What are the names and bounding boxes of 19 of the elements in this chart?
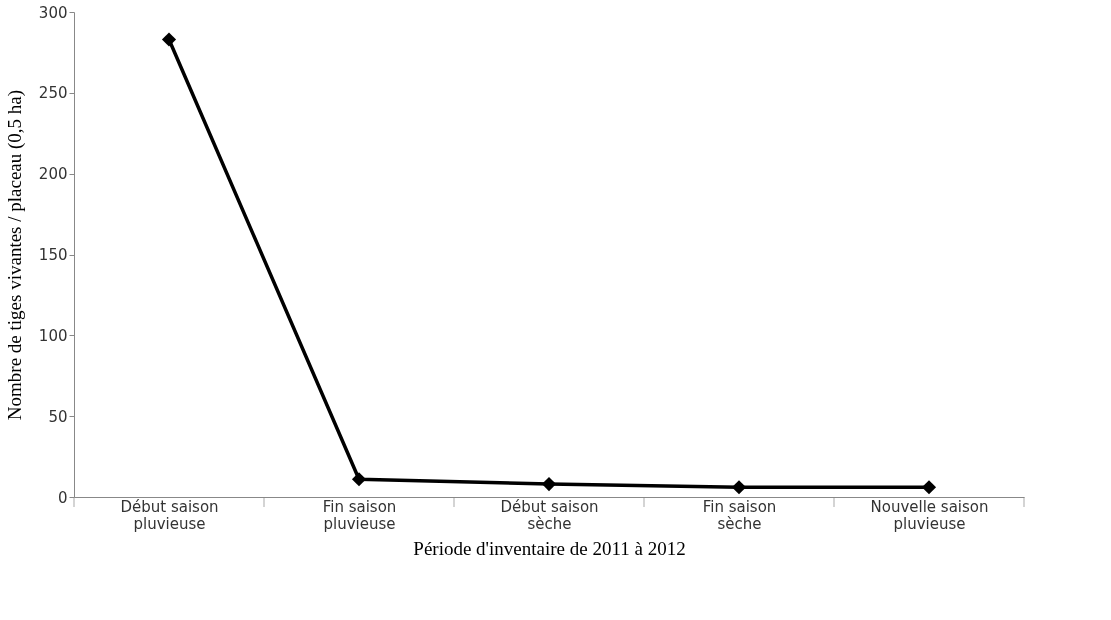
y-tick-label: 300	[38, 3, 68, 22]
x-tick-label: Début saison sèche	[500, 497, 599, 533]
x-tick-label: Fin saison sèche	[702, 497, 777, 533]
x-axis-title: Période d'inventaire de 2011 à 2012	[413, 537, 686, 559]
y-tick-label: 250	[38, 84, 68, 103]
point	[541, 477, 557, 492]
point	[351, 472, 367, 487]
y-tick-label: 100	[38, 326, 68, 345]
point	[921, 480, 937, 495]
y-tick-label: 50	[48, 407, 68, 426]
y-tick-label: 200	[38, 165, 68, 184]
y-tick-label: 0	[57, 488, 68, 507]
point	[161, 32, 177, 47]
x-tick-label: Début saison pluvieuse	[120, 497, 219, 533]
y-axis-title: Nombre de tiges vivantes / placeau (0,5 ha)	[3, 89, 26, 421]
x-tick-label: Fin saison pluvieuse	[322, 497, 397, 533]
x-tick-label: Nouvelle saison pluvieuse	[870, 497, 989, 533]
y-tick-label: 150	[38, 246, 68, 264]
point	[731, 480, 747, 495]
